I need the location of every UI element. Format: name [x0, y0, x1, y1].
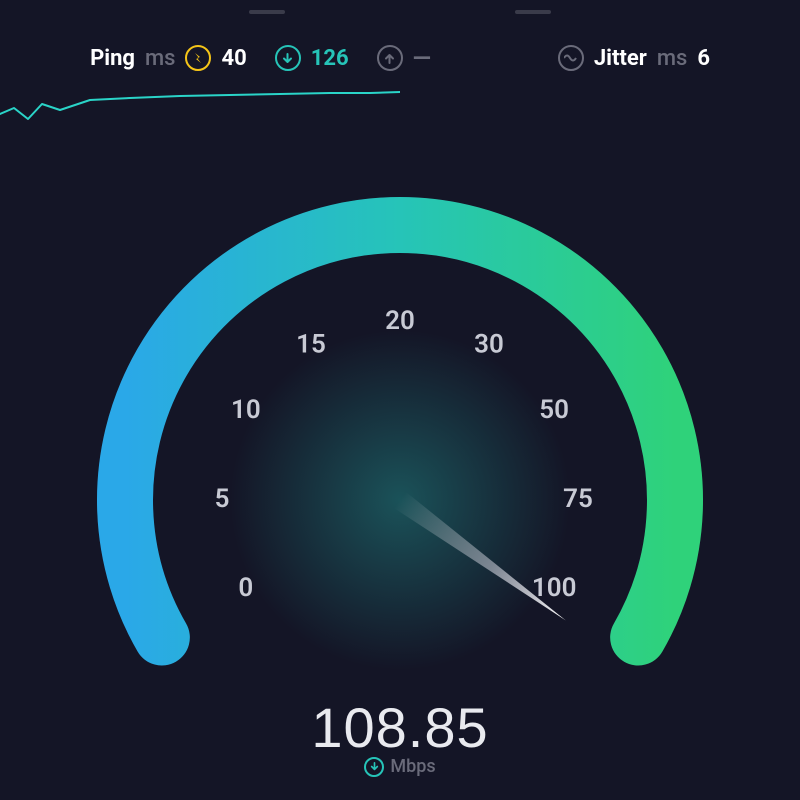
download-icon	[275, 45, 301, 71]
idle-icon	[185, 45, 211, 71]
gauge-tick-label: 20	[385, 306, 415, 336]
handle-left	[249, 10, 285, 14]
speed-readout: 108.85 Mbps	[0, 695, 800, 777]
latency-sparkline	[0, 84, 400, 134]
gauge-tick-label: 0	[238, 573, 253, 603]
gauge-tick-label: 5	[215, 484, 230, 514]
speed-unit: Mbps	[390, 756, 435, 777]
ping-unit: ms	[145, 46, 176, 71]
upload-ping-value: —	[413, 44, 430, 72]
drag-handles	[0, 10, 800, 14]
download-icon	[364, 757, 384, 777]
upload-icon	[377, 45, 403, 71]
ping-stats: Ping ms 40 126 —	[90, 44, 430, 72]
jitter-value: 6	[697, 46, 710, 71]
gauge-tick-label: 75	[563, 484, 593, 514]
ping-label: Ping	[90, 46, 135, 71]
jitter-unit: ms	[657, 46, 688, 71]
idle-ping-value: 40	[221, 46, 246, 71]
speed-value: 108.85	[0, 695, 800, 760]
handle-right	[515, 10, 551, 14]
jitter-stats: Jitter ms 6	[558, 45, 710, 71]
download-ping-value: 126	[311, 46, 349, 71]
stats-row: Ping ms 40 126 — Jitter ms 6	[0, 44, 800, 72]
jitter-icon	[558, 45, 584, 71]
gauge-tick-label: 50	[539, 395, 569, 425]
jitter-label: Jitter	[594, 46, 647, 71]
gauge-tick-label: 100	[532, 573, 577, 603]
gauge-tick-label: 15	[296, 330, 326, 360]
gauge-tick-label: 30	[474, 330, 504, 360]
gauge-tick-label: 10	[231, 395, 261, 425]
